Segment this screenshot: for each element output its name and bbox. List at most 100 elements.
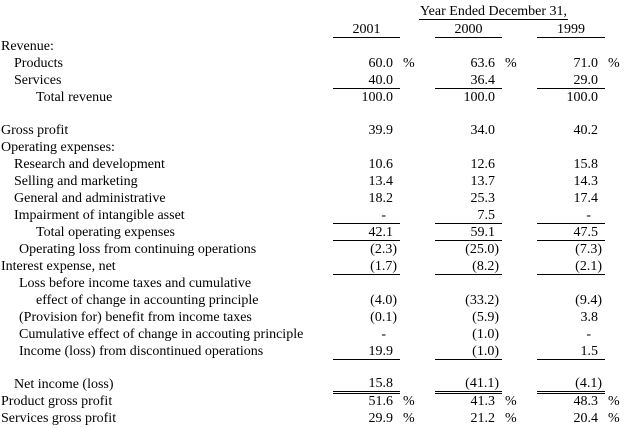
empty-corner-cell	[0, 0, 333, 20]
row-label: Products	[14, 56, 63, 71]
table-row: Revenue:	[0, 37, 640, 54]
value-cell-2000	[435, 37, 502, 54]
percent-cell: %	[505, 56, 517, 71]
value-cell-2001: 15.8	[333, 375, 400, 394]
value-text: 20.4	[573, 411, 599, 426]
value-cell-2000: 41.3	[435, 392, 502, 409]
percent-cell	[400, 138, 435, 155]
value-cell-1999	[537, 359, 605, 375]
value-cell-1999: 71.0	[537, 54, 605, 71]
table-row: General and administrative 18.2 25.3 17.4	[0, 189, 640, 206]
table-row: Income (loss) from discontinued operatio…	[0, 342, 640, 360]
value-cell-2000: 7.5	[435, 206, 502, 224]
value-text: 36.4	[470, 72, 496, 88]
percent-cell	[605, 105, 640, 121]
table-row: Loss before income taxes and cumulative	[0, 274, 640, 291]
percent-cell	[605, 121, 640, 138]
percent-cell	[502, 325, 537, 342]
value-text: 12.6	[470, 157, 496, 172]
percent-cell	[400, 257, 435, 274]
value-cell-1999: 100.0	[537, 88, 605, 105]
percent-cell	[605, 274, 640, 291]
percent-cell	[502, 223, 537, 240]
value-cell-2001: 13.4	[333, 172, 400, 189]
table-row: Research and development 10.6 12.6 15.8	[0, 155, 640, 172]
table-row: Operating expenses:	[0, 138, 640, 155]
value-text: 14.3	[573, 174, 599, 189]
value-cell-2000: 34.0	[435, 121, 502, 138]
table-row: Gross profit 39.9 34.0 40.2	[0, 121, 640, 138]
value-cell-2000: 36.4	[435, 71, 502, 89]
percent-cell	[605, 342, 640, 359]
percent-cell	[502, 308, 537, 325]
percent-cell	[502, 71, 537, 88]
percent-cell	[605, 359, 640, 375]
percent-cell	[502, 257, 537, 274]
value-text: 63.6	[470, 56, 496, 71]
row-label: Research and development	[14, 157, 165, 172]
value-text: 59.1	[470, 224, 496, 240]
value-text: (0.1)	[370, 310, 397, 325]
value-text: 19.9	[368, 343, 394, 359]
value-cell-1999: (9.4)	[537, 291, 605, 308]
value-text: 15.8	[368, 375, 394, 391]
value-text: (4.0)	[370, 293, 397, 308]
value-cell-1999: 1.5	[537, 342, 605, 360]
value-cell-1999: -	[537, 325, 605, 342]
value-cell-1999: 3.8	[537, 308, 605, 325]
table-row: Impairment of intangible asset - 7.5 -	[0, 206, 640, 224]
value-text: (1.7)	[370, 258, 397, 274]
value-text: (1.0)	[472, 327, 499, 342]
percent-cell	[605, 37, 640, 54]
value-cell-2001: 60.0	[333, 54, 400, 71]
row-label: Services gross profit	[1, 411, 117, 426]
value-text: 3.8	[580, 310, 599, 325]
percent-cell	[502, 172, 537, 189]
percent-cell	[400, 121, 435, 138]
row-label: effect of change in accounting principle	[36, 293, 259, 308]
table-row: Services gross profit 29.9% 21.2% 20.4%	[0, 409, 640, 426]
table-row: (Provision for) benefit from income taxe…	[0, 308, 640, 325]
value-cell-2000: 21.2	[435, 409, 502, 426]
percent-cell	[400, 88, 435, 105]
percent-cell: %	[505, 411, 517, 426]
value-cell-2001: 100.0	[333, 88, 400, 105]
value-text: (5.9)	[472, 310, 499, 325]
value-text: 7.5	[477, 207, 496, 223]
value-text: (7.3)	[575, 242, 602, 257]
value-cell-1999	[537, 138, 605, 155]
year-column-header-1999: 1999	[537, 20, 605, 38]
value-cell-1999: 29.0	[537, 71, 605, 89]
value-cell-2000: 63.6	[435, 54, 502, 71]
value-text: (4.1)	[575, 375, 602, 391]
percent-cell	[400, 291, 435, 308]
value-text: (9.4)	[575, 293, 602, 308]
percent-cell	[502, 240, 537, 257]
value-cell-2000: (33.2)	[435, 291, 502, 308]
percent-cell: %	[403, 411, 415, 426]
table-row: Services 40.0 36.4 29.0	[0, 71, 640, 89]
spacer-row	[0, 105, 640, 121]
percent-cell	[502, 88, 537, 105]
percent-cell	[502, 138, 537, 155]
value-text: 100.0	[463, 90, 496, 105]
percent-cell	[605, 223, 640, 240]
table-years-row: 2001 2000 1999	[0, 20, 640, 38]
value-cell-2000: 59.1	[435, 223, 502, 241]
year-column-header-2001: 2001	[333, 20, 400, 38]
value-cell-2001: 51.6	[333, 392, 400, 409]
value-text: -	[381, 207, 386, 223]
percent-cell: %	[505, 394, 517, 409]
row-label: General and administrative	[14, 191, 166, 206]
table-row: Cumulative effect of change in accouting…	[0, 325, 640, 342]
percent-cell	[400, 172, 435, 189]
percent-cell	[605, 88, 640, 105]
row-label: Total revenue	[36, 90, 113, 105]
row-label: Interest expense, net	[1, 259, 116, 274]
empty-label-cell	[0, 20, 333, 37]
value-cell-2001: (2.3)	[333, 240, 400, 257]
row-label: Operating expenses:	[1, 140, 115, 155]
spacer-cell	[400, 20, 435, 37]
row-label: Product gross profit	[1, 394, 113, 409]
row-label	[0, 359, 333, 375]
